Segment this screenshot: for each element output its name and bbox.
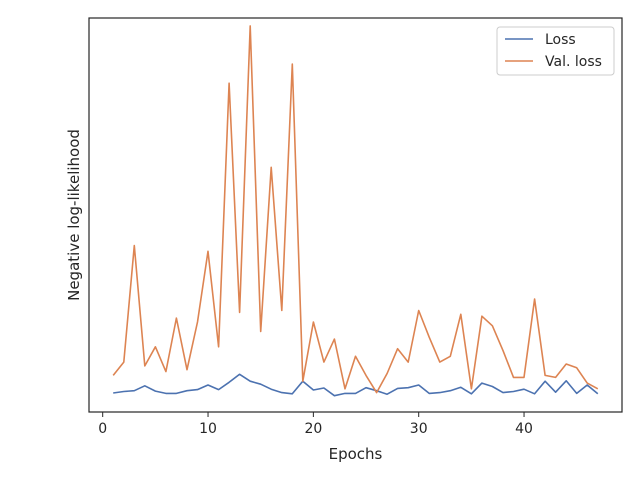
y-axis-label: Negative log-likelihood <box>65 129 83 301</box>
legend: Loss Val. loss <box>496 26 615 76</box>
x-axis-label: Epochs <box>329 445 383 463</box>
x-tick-label: 0 <box>98 421 107 437</box>
x-tick-label: 30 <box>410 421 428 437</box>
legend-label-val-loss: Val. loss <box>545 54 602 70</box>
x-tick-label: 40 <box>515 421 533 437</box>
x-axis-ticks: 0 10 20 30 40 <box>98 412 533 437</box>
x-tick-label: 20 <box>304 421 322 437</box>
legend-label-loss: Loss <box>545 32 576 48</box>
series-line-loss <box>113 373 599 397</box>
series-line-val-loss <box>112 25 599 394</box>
axes-frame <box>88 17 623 413</box>
x-tick-label: 10 <box>199 421 217 437</box>
plot-area <box>112 25 599 397</box>
